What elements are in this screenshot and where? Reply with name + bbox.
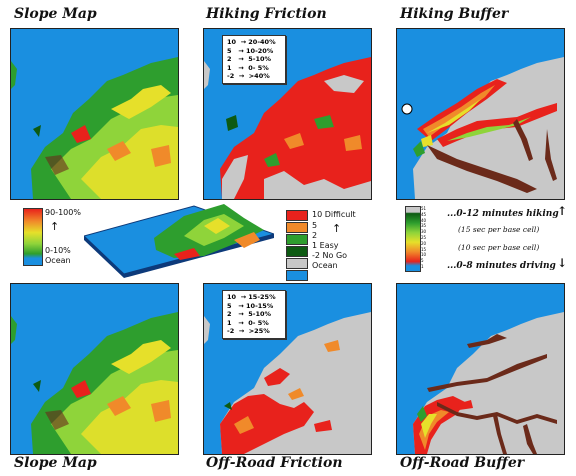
legend-swatch [286,270,308,281]
hiking-rate-note: (15 sec per base cell) [458,225,540,234]
slope-legend-ocean-label: Ocean [45,256,71,265]
hiking-buffer-panel [396,28,565,200]
arrow-down-icon: ↓ [557,256,568,270]
arrow-up-icon: ↑ [50,220,60,233]
driving-rate-note: (10 sec per base cell) [458,243,540,252]
scale-tick: 5 [421,258,424,264]
title-offroad-friction: Off-Road Friction [206,455,343,471]
legend-row: 2 → 5-10% [227,310,272,319]
scale-tick: 25 [421,234,427,240]
slope-color-legend [23,208,43,266]
legend-swatch [286,222,308,233]
friction-legend-label: 10 Difficult [312,210,356,219]
legend-row: 5 → 10-20% [227,46,274,55]
scale-tick: 45 [421,211,427,217]
scale-tick: 30 [421,229,427,235]
hiking-time-note: ...0-12 minutes hiking [447,209,559,219]
friction-legend-label: 1 Easy [312,241,339,250]
legend-swatch [286,258,308,269]
title-slope-map-bottom: Slope Map [14,455,97,471]
title-hiking-buffer: Hiking Buffer [400,6,509,22]
slope-map-top-panel [10,28,179,200]
legend-row: 1 → 0- 5% [227,63,269,72]
scale-tick: 10 [421,252,427,258]
legend-swatch [286,246,308,257]
legend-swatch [286,234,308,245]
terrain-3d-view [83,196,276,278]
scale-tick: 15 [421,246,427,252]
legend-row: 10 → 15-25% [227,293,276,301]
scale-tick: 1 [421,263,424,269]
friction-legend-label: 5 [312,221,318,230]
title-hiking-friction: Hiking Friction [206,6,327,22]
arrow-up-icon: ↑ [332,222,342,235]
legend-row: 2 → 5-10% [227,55,272,64]
buffer-color-scale [405,206,421,272]
scale-tick: 51 [421,206,427,211]
driving-time-note: ...0-8 minutes driving [447,261,556,271]
legend-row: 10 → 20-40% [227,38,276,46]
friction-color-legend [286,210,308,281]
offroad-friction-legend: 10 → 15-25% 5 → 10-15% 2 → 5-10% 1 → 0- … [222,290,286,339]
slope-map-bottom-panel [10,283,179,455]
legend-row: -2 → >40% [227,72,270,81]
scale-tick: 20 [421,240,427,246]
offroad-buffer-panel [396,283,565,455]
hiking-friction-legend: 10 → 20-40% 5 → 10-20% 2 → 5-10% 1 → 0- … [222,35,286,84]
legend-swatch [286,210,308,221]
scale-tick: 35 [421,223,427,229]
hiking-friction-panel: 10 → 20-40% 5 → 10-20% 2 → 5-10% 1 → 0- … [203,28,372,200]
buffer-scale-labels: 51 45 40 35 30 25 20 15 10 5 1 [421,206,426,270]
title-slope-map-top: Slope Map [14,6,97,22]
friction-legend-label: Ocean [312,261,338,270]
legend-row: 5 → 10-15% [227,301,274,310]
friction-legend-label: 2 [312,231,318,240]
legend-row: 1 → 0- 5% [227,318,269,327]
arrow-up-icon: ↑ [557,204,568,218]
legend-row: -2 → >25% [227,327,270,336]
scale-tick: 40 [421,217,427,223]
slope-legend-top-label: 90-100% [45,208,81,217]
offroad-friction-panel: 10 → 15-25% 5 → 10-15% 2 → 5-10% 1 → 0- … [203,283,372,455]
title-offroad-buffer: Off-Road Buffer [400,455,525,471]
friction-legend-label: -2 No Go [312,251,348,260]
slope-legend-bottom-label: 0-10% [45,246,71,255]
